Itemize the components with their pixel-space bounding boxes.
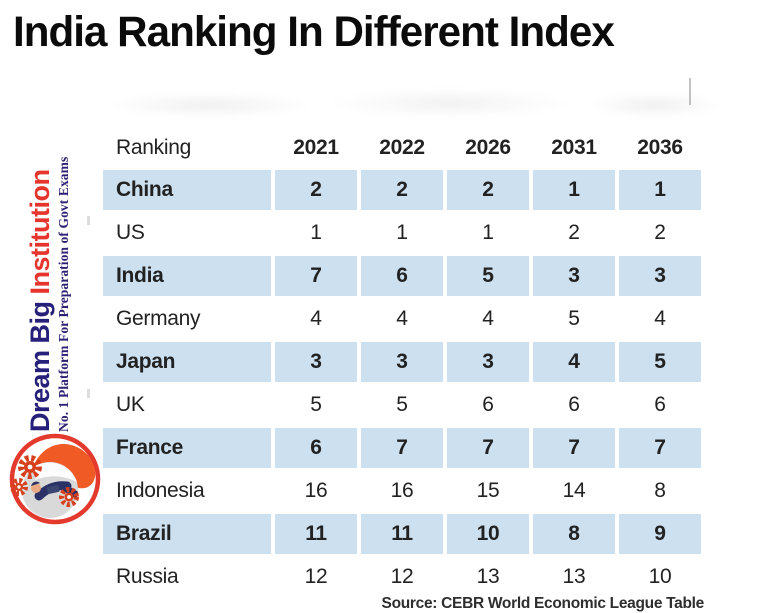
column-header: 2031 — [551, 136, 597, 159]
column-header: 2021 — [293, 136, 339, 159]
rank-cell: 1 — [482, 220, 494, 244]
gear-icon — [10, 478, 28, 496]
rank-cell: 2 — [275, 169, 357, 210]
rank-cell: 6 — [654, 392, 666, 416]
scan-line-artifact — [689, 78, 691, 105]
table-row-brazil: Brazil 11 11 10 8 9 — [103, 512, 703, 555]
rank-cell: 7 — [361, 427, 443, 468]
country-cell: UK — [116, 392, 145, 416]
table-row-uk: UK 5 5 6 6 6 — [103, 383, 703, 426]
scan-smudge — [110, 92, 310, 118]
rank-cell: 5 — [310, 392, 322, 416]
rank-cell: 5 — [619, 341, 701, 382]
country-cell: Indonesia — [116, 478, 205, 502]
country-cell: India — [103, 255, 271, 296]
rank-cell: 6 — [361, 255, 443, 296]
table-row-china: China 2 2 2 1 1 — [103, 168, 703, 211]
rank-cell: 11 — [275, 513, 357, 554]
column-header: 2036 — [637, 136, 683, 159]
rank-cell: 1 — [396, 220, 408, 244]
scan-smudge — [330, 88, 570, 118]
scan-smudge — [590, 92, 720, 118]
brand-name: Dream Big Institution — [25, 140, 55, 432]
gear-icon — [59, 487, 79, 507]
column-header: 2026 — [465, 136, 511, 159]
rank-cell: 14 — [562, 478, 586, 502]
rank-cell: 3 — [361, 341, 443, 382]
rank-cell: 7 — [447, 427, 529, 468]
rank-cell: 6 — [568, 392, 580, 416]
country-cell: France — [103, 427, 271, 468]
rank-cell: 3 — [533, 255, 615, 296]
rank-cell: 4 — [533, 341, 615, 382]
rank-cell: 12 — [304, 564, 328, 588]
rank-cell: 3 — [275, 341, 357, 382]
rank-cell: 1 — [619, 169, 701, 210]
country-cell: Russia — [116, 564, 179, 588]
rank-cell: 4 — [310, 306, 322, 330]
rank-cell: 5 — [447, 255, 529, 296]
table-row-indonesia: Indonesia 16 16 15 14 8 — [103, 469, 703, 512]
logo-swoosh — [35, 462, 77, 482]
country-cell: Japan — [103, 341, 271, 382]
scan-dot-artifact — [87, 389, 90, 398]
table-header-row: Ranking 2021 2022 2026 2031 2036 — [103, 128, 703, 166]
rank-cell: 16 — [390, 478, 414, 502]
rank-cell: 10 — [447, 513, 529, 554]
table-row-japan: Japan 3 3 3 4 5 — [103, 340, 703, 383]
rank-cell: 1 — [533, 169, 615, 210]
table-row-germany: Germany 4 4 4 5 4 — [103, 297, 703, 340]
rank-cell: 6 — [275, 427, 357, 468]
rank-cell: 16 — [304, 478, 328, 502]
rank-cell: 3 — [619, 255, 701, 296]
page-title: India Ranking In Different Index — [13, 8, 615, 56]
rank-cell: 2 — [447, 169, 529, 210]
rank-cell: 8 — [533, 513, 615, 554]
rank-cell: 7 — [275, 255, 357, 296]
rank-cell: 15 — [476, 478, 500, 502]
dream-big-institution-logo-icon — [9, 433, 101, 525]
rank-cell: 13 — [476, 564, 500, 588]
column-header: Ranking — [116, 136, 191, 159]
country-cell: Brazil — [103, 513, 271, 554]
brand-watermark: Dream Big Institution No. 1 Platform For… — [25, 140, 72, 432]
rank-cell: 5 — [568, 306, 580, 330]
brand-tagline: No. 1 Platform For Preparation of Govt E… — [56, 156, 71, 432]
gear-icon — [18, 455, 42, 479]
brand-name-primary: Dream Big — [25, 294, 55, 432]
scan-dot-artifact — [87, 216, 90, 225]
rank-cell: 12 — [390, 564, 414, 588]
rank-cell: 6 — [482, 392, 494, 416]
ranking-table: Ranking 2021 2022 2026 2031 2036 China 2… — [103, 128, 703, 598]
rank-cell: 5 — [396, 392, 408, 416]
brand-name-secondary: Institution — [25, 169, 55, 295]
country-cell: US — [116, 220, 145, 244]
table-row-russia: Russia 12 12 13 13 10 — [103, 555, 703, 598]
rank-cell: 2 — [568, 220, 580, 244]
column-header: 2022 — [379, 136, 425, 159]
rank-cell: 7 — [533, 427, 615, 468]
country-cell: Germany — [116, 306, 201, 330]
rank-cell: 4 — [482, 306, 494, 330]
table-row-france: France 6 7 7 7 7 — [103, 426, 703, 469]
rank-cell: 4 — [396, 306, 408, 330]
rank-cell: 7 — [619, 427, 701, 468]
rank-cell: 8 — [654, 478, 666, 502]
rank-cell: 10 — [648, 564, 672, 588]
rank-cell: 4 — [654, 306, 666, 330]
rank-cell: 2 — [654, 220, 666, 244]
rank-cell: 13 — [562, 564, 586, 588]
table-row-us: US 1 1 1 2 2 — [103, 211, 703, 254]
table-row-india: India 7 6 5 3 3 — [103, 254, 703, 297]
rank-cell: 1 — [310, 220, 322, 244]
source-attribution: Source: CEBR World Economic League Table — [381, 595, 705, 612]
rank-cell: 3 — [447, 341, 529, 382]
rank-cell: 2 — [361, 169, 443, 210]
rank-cell: 9 — [619, 513, 701, 554]
rank-cell: 11 — [361, 513, 443, 554]
country-cell: China — [103, 169, 271, 210]
